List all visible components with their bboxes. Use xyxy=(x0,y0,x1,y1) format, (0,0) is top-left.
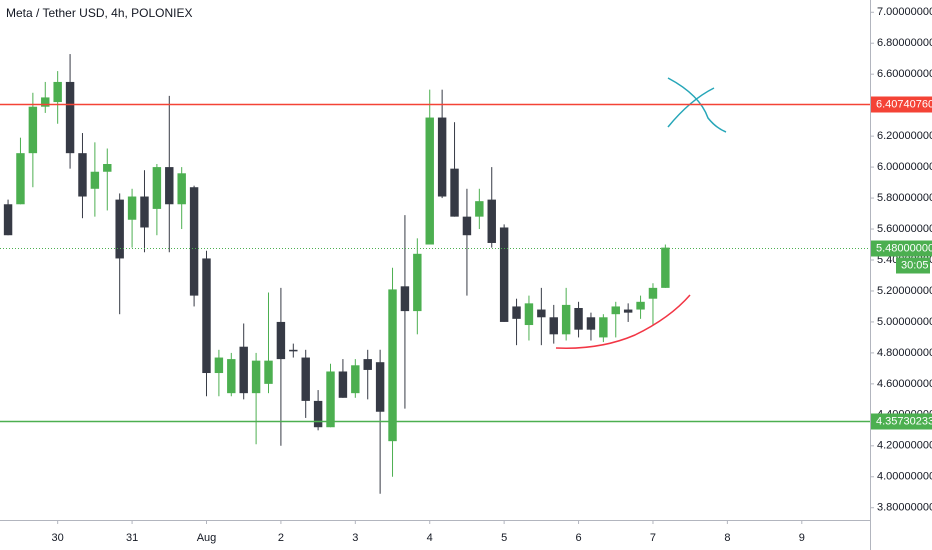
x-tick-label: 4 xyxy=(427,532,433,544)
candle-body xyxy=(152,167,162,209)
candle-body xyxy=(264,360,273,384)
candle-body xyxy=(499,227,509,322)
x-tick-label: 31 xyxy=(126,532,138,544)
countdown-label: 30:05 xyxy=(901,259,929,271)
y-tick-label: 6.60000000 xyxy=(877,68,932,80)
candle-body xyxy=(586,317,596,330)
x-tick-label: 5 xyxy=(501,532,507,544)
y-tick-label: 4.80000000 xyxy=(877,347,932,359)
y-tick-label: 6.00000000 xyxy=(877,161,932,173)
y-tick-label: 5.60000000 xyxy=(877,223,932,235)
countdown-badge xyxy=(896,257,930,274)
y-tick-label: 5.00000000 xyxy=(877,316,932,328)
candle-body xyxy=(326,371,335,428)
candle-body xyxy=(561,304,571,335)
drawing-cross xyxy=(667,77,727,133)
x-tick-label: 6 xyxy=(575,532,581,544)
candle-body xyxy=(462,216,472,236)
y-tick-label: 3.80000000 xyxy=(877,502,932,514)
y-tick-label: 4.60000000 xyxy=(877,378,932,390)
candle-body xyxy=(574,307,583,330)
candle-body xyxy=(90,171,100,189)
drawing-curve xyxy=(555,294,691,349)
candle-body xyxy=(177,173,186,205)
y-tick-label: 6.80000000 xyxy=(877,37,932,49)
candle-body xyxy=(16,153,25,205)
candle-body xyxy=(227,359,236,394)
candles xyxy=(3,54,670,494)
candle-body xyxy=(127,196,137,220)
candle-body xyxy=(437,117,447,197)
y-tick-label: 5.20000000 xyxy=(877,285,932,297)
candle-body xyxy=(251,360,261,394)
candle-body xyxy=(623,309,633,313)
x-tick-label: 8 xyxy=(724,532,730,544)
candle-body xyxy=(363,359,372,370)
candle-body xyxy=(165,167,174,205)
candle-body xyxy=(41,97,50,107)
candle-body xyxy=(388,289,397,442)
candle-body xyxy=(140,196,149,228)
candle-body xyxy=(537,309,546,318)
candle-body xyxy=(611,306,620,315)
candle-body xyxy=(214,357,224,374)
candle-body xyxy=(524,303,534,326)
candle-body xyxy=(276,321,286,360)
candle-body xyxy=(475,201,484,217)
y-tick-label: 4.00000000 xyxy=(877,471,932,483)
candle-body xyxy=(375,362,385,412)
candle-body xyxy=(301,357,310,401)
candle-body xyxy=(202,258,211,374)
x-tick-label: 7 xyxy=(650,532,656,544)
x-tick-label: 30 xyxy=(52,532,64,544)
candle-body xyxy=(636,301,645,310)
candle-body xyxy=(189,187,199,296)
candle-body xyxy=(512,306,521,319)
x-tick-label: 9 xyxy=(799,532,805,544)
candle-body xyxy=(599,317,608,338)
candle-body xyxy=(450,168,459,217)
candle-body xyxy=(313,400,323,428)
candle-body xyxy=(351,365,360,394)
candle-body xyxy=(648,287,658,299)
candle-body xyxy=(289,349,298,352)
x-tick-label: Aug xyxy=(197,532,217,544)
candle-body xyxy=(78,153,87,197)
candle-body xyxy=(400,286,410,312)
y-tick-label: 6.20000000 xyxy=(877,130,932,142)
price-badge xyxy=(871,96,932,113)
candle-body xyxy=(53,81,62,103)
price-badge-label: 5.48000000 xyxy=(876,242,932,254)
candle-body xyxy=(487,199,496,243)
y-tick-label: 7.00000000 xyxy=(877,6,932,18)
price-badge xyxy=(871,240,932,257)
x-tick-label: 2 xyxy=(278,532,284,544)
y-tick-label: 4.20000000 xyxy=(877,440,932,452)
y-tick-label: 5.80000000 xyxy=(877,192,932,204)
candle-body xyxy=(115,199,124,259)
candle-body xyxy=(28,106,38,154)
price-badge-label: 6.40740760 xyxy=(876,98,932,110)
price-badge-label: 4.35730233 xyxy=(876,415,932,427)
candle-body xyxy=(549,317,558,335)
candle-body xyxy=(3,204,13,236)
candle-body xyxy=(425,117,434,245)
candle-body xyxy=(413,253,422,312)
candle-body xyxy=(103,164,112,172)
candle-body xyxy=(239,346,248,394)
candle-body xyxy=(661,247,670,288)
candle-body xyxy=(338,371,348,398)
price-badge xyxy=(871,413,932,430)
chart-title: Meta / Tether USD, 4h, POLONIEX xyxy=(6,6,193,20)
candle-body xyxy=(65,81,75,154)
x-tick-label: 3 xyxy=(352,532,358,544)
